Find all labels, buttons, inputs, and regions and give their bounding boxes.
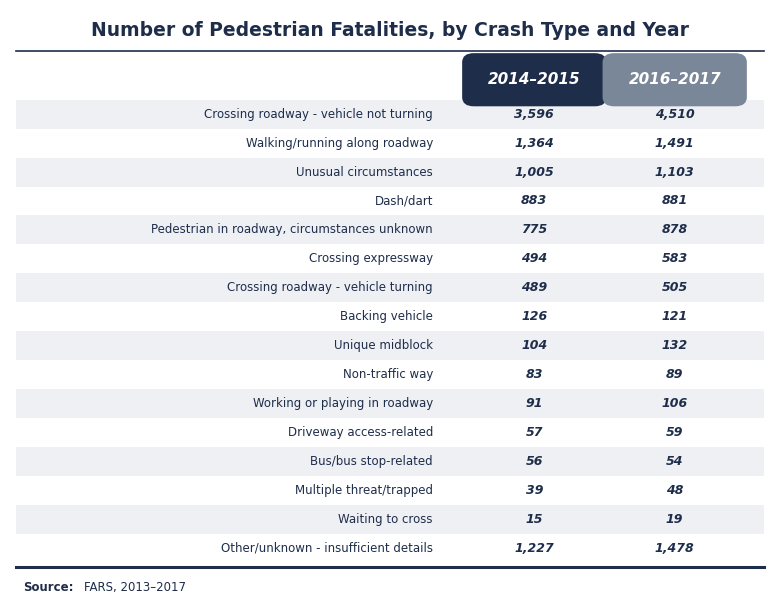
- Text: Bus/bus stop-related: Bus/bus stop-related: [310, 455, 433, 468]
- Text: 583: 583: [661, 252, 688, 265]
- Text: 48: 48: [666, 484, 683, 497]
- FancyBboxPatch shape: [16, 187, 764, 216]
- Text: 89: 89: [666, 368, 683, 381]
- Text: Crossing expressway: Crossing expressway: [309, 252, 433, 265]
- FancyBboxPatch shape: [16, 447, 764, 476]
- Text: Unusual circumstances: Unusual circumstances: [296, 165, 433, 179]
- Text: 1,364: 1,364: [515, 137, 554, 150]
- FancyBboxPatch shape: [16, 534, 764, 563]
- FancyBboxPatch shape: [16, 360, 764, 389]
- Text: 4,510: 4,510: [655, 108, 694, 121]
- FancyBboxPatch shape: [16, 476, 764, 505]
- Text: 126: 126: [521, 310, 548, 323]
- Text: 91: 91: [526, 397, 543, 410]
- Text: Crossing roadway - vehicle not turning: Crossing roadway - vehicle not turning: [204, 108, 433, 121]
- Text: 104: 104: [521, 339, 548, 352]
- Text: Walking/running along roadway: Walking/running along roadway: [246, 137, 433, 150]
- Text: 1,005: 1,005: [515, 165, 554, 179]
- Text: 2016–2017: 2016–2017: [629, 72, 721, 87]
- Text: 56: 56: [526, 455, 543, 468]
- Text: Unique midblock: Unique midblock: [334, 339, 433, 352]
- Text: 59: 59: [666, 426, 683, 439]
- Text: 505: 505: [661, 281, 688, 294]
- FancyBboxPatch shape: [602, 53, 747, 106]
- Text: 494: 494: [521, 252, 548, 265]
- Text: FARS, 2013–2017: FARS, 2013–2017: [84, 580, 186, 594]
- Text: 39: 39: [526, 484, 543, 497]
- Text: 775: 775: [521, 223, 548, 236]
- FancyBboxPatch shape: [16, 274, 764, 303]
- Text: Non-traffic way: Non-traffic way: [342, 368, 433, 381]
- Text: 132: 132: [661, 339, 688, 352]
- FancyBboxPatch shape: [16, 389, 764, 418]
- Text: Number of Pedestrian Fatalities, by Crash Type and Year: Number of Pedestrian Fatalities, by Cras…: [91, 21, 689, 40]
- FancyBboxPatch shape: [16, 303, 764, 331]
- FancyBboxPatch shape: [16, 418, 764, 447]
- Text: 3,596: 3,596: [515, 108, 554, 121]
- Text: 1,478: 1,478: [655, 542, 694, 555]
- Text: 878: 878: [661, 223, 688, 236]
- Text: 106: 106: [661, 397, 688, 410]
- Text: Waiting to cross: Waiting to cross: [339, 513, 433, 526]
- FancyBboxPatch shape: [16, 245, 764, 274]
- Text: 19: 19: [666, 513, 683, 526]
- Text: Pedestrian in roadway, circumstances unknown: Pedestrian in roadway, circumstances unk…: [151, 223, 433, 236]
- Text: Crossing roadway - vehicle turning: Crossing roadway - vehicle turning: [227, 281, 433, 294]
- Text: 57: 57: [526, 426, 543, 439]
- Text: 1,103: 1,103: [655, 165, 694, 179]
- Text: 83: 83: [526, 368, 543, 381]
- Text: 54: 54: [666, 455, 683, 468]
- FancyBboxPatch shape: [16, 216, 764, 245]
- Text: Driveway access-related: Driveway access-related: [288, 426, 433, 439]
- Text: 1,491: 1,491: [655, 137, 694, 150]
- FancyBboxPatch shape: [16, 158, 764, 187]
- Text: 2014–2015: 2014–2015: [488, 72, 580, 87]
- Text: Multiple threat/trapped: Multiple threat/trapped: [295, 484, 433, 497]
- FancyBboxPatch shape: [16, 331, 764, 360]
- Text: 489: 489: [521, 281, 548, 294]
- Text: 1,227: 1,227: [515, 542, 554, 555]
- Text: 121: 121: [661, 310, 688, 323]
- Text: Source:: Source:: [23, 580, 74, 594]
- FancyBboxPatch shape: [462, 53, 607, 106]
- Text: Other/unknown - insufficient details: Other/unknown - insufficient details: [221, 542, 433, 555]
- Text: Dash/dart: Dash/dart: [374, 194, 433, 208]
- Text: 15: 15: [526, 513, 543, 526]
- Text: Working or playing in roadway: Working or playing in roadway: [253, 397, 433, 410]
- Text: 883: 883: [521, 194, 548, 208]
- FancyBboxPatch shape: [16, 505, 764, 534]
- FancyBboxPatch shape: [16, 100, 764, 129]
- Text: 881: 881: [661, 194, 688, 208]
- Text: Backing vehicle: Backing vehicle: [340, 310, 433, 323]
- FancyBboxPatch shape: [16, 129, 764, 158]
